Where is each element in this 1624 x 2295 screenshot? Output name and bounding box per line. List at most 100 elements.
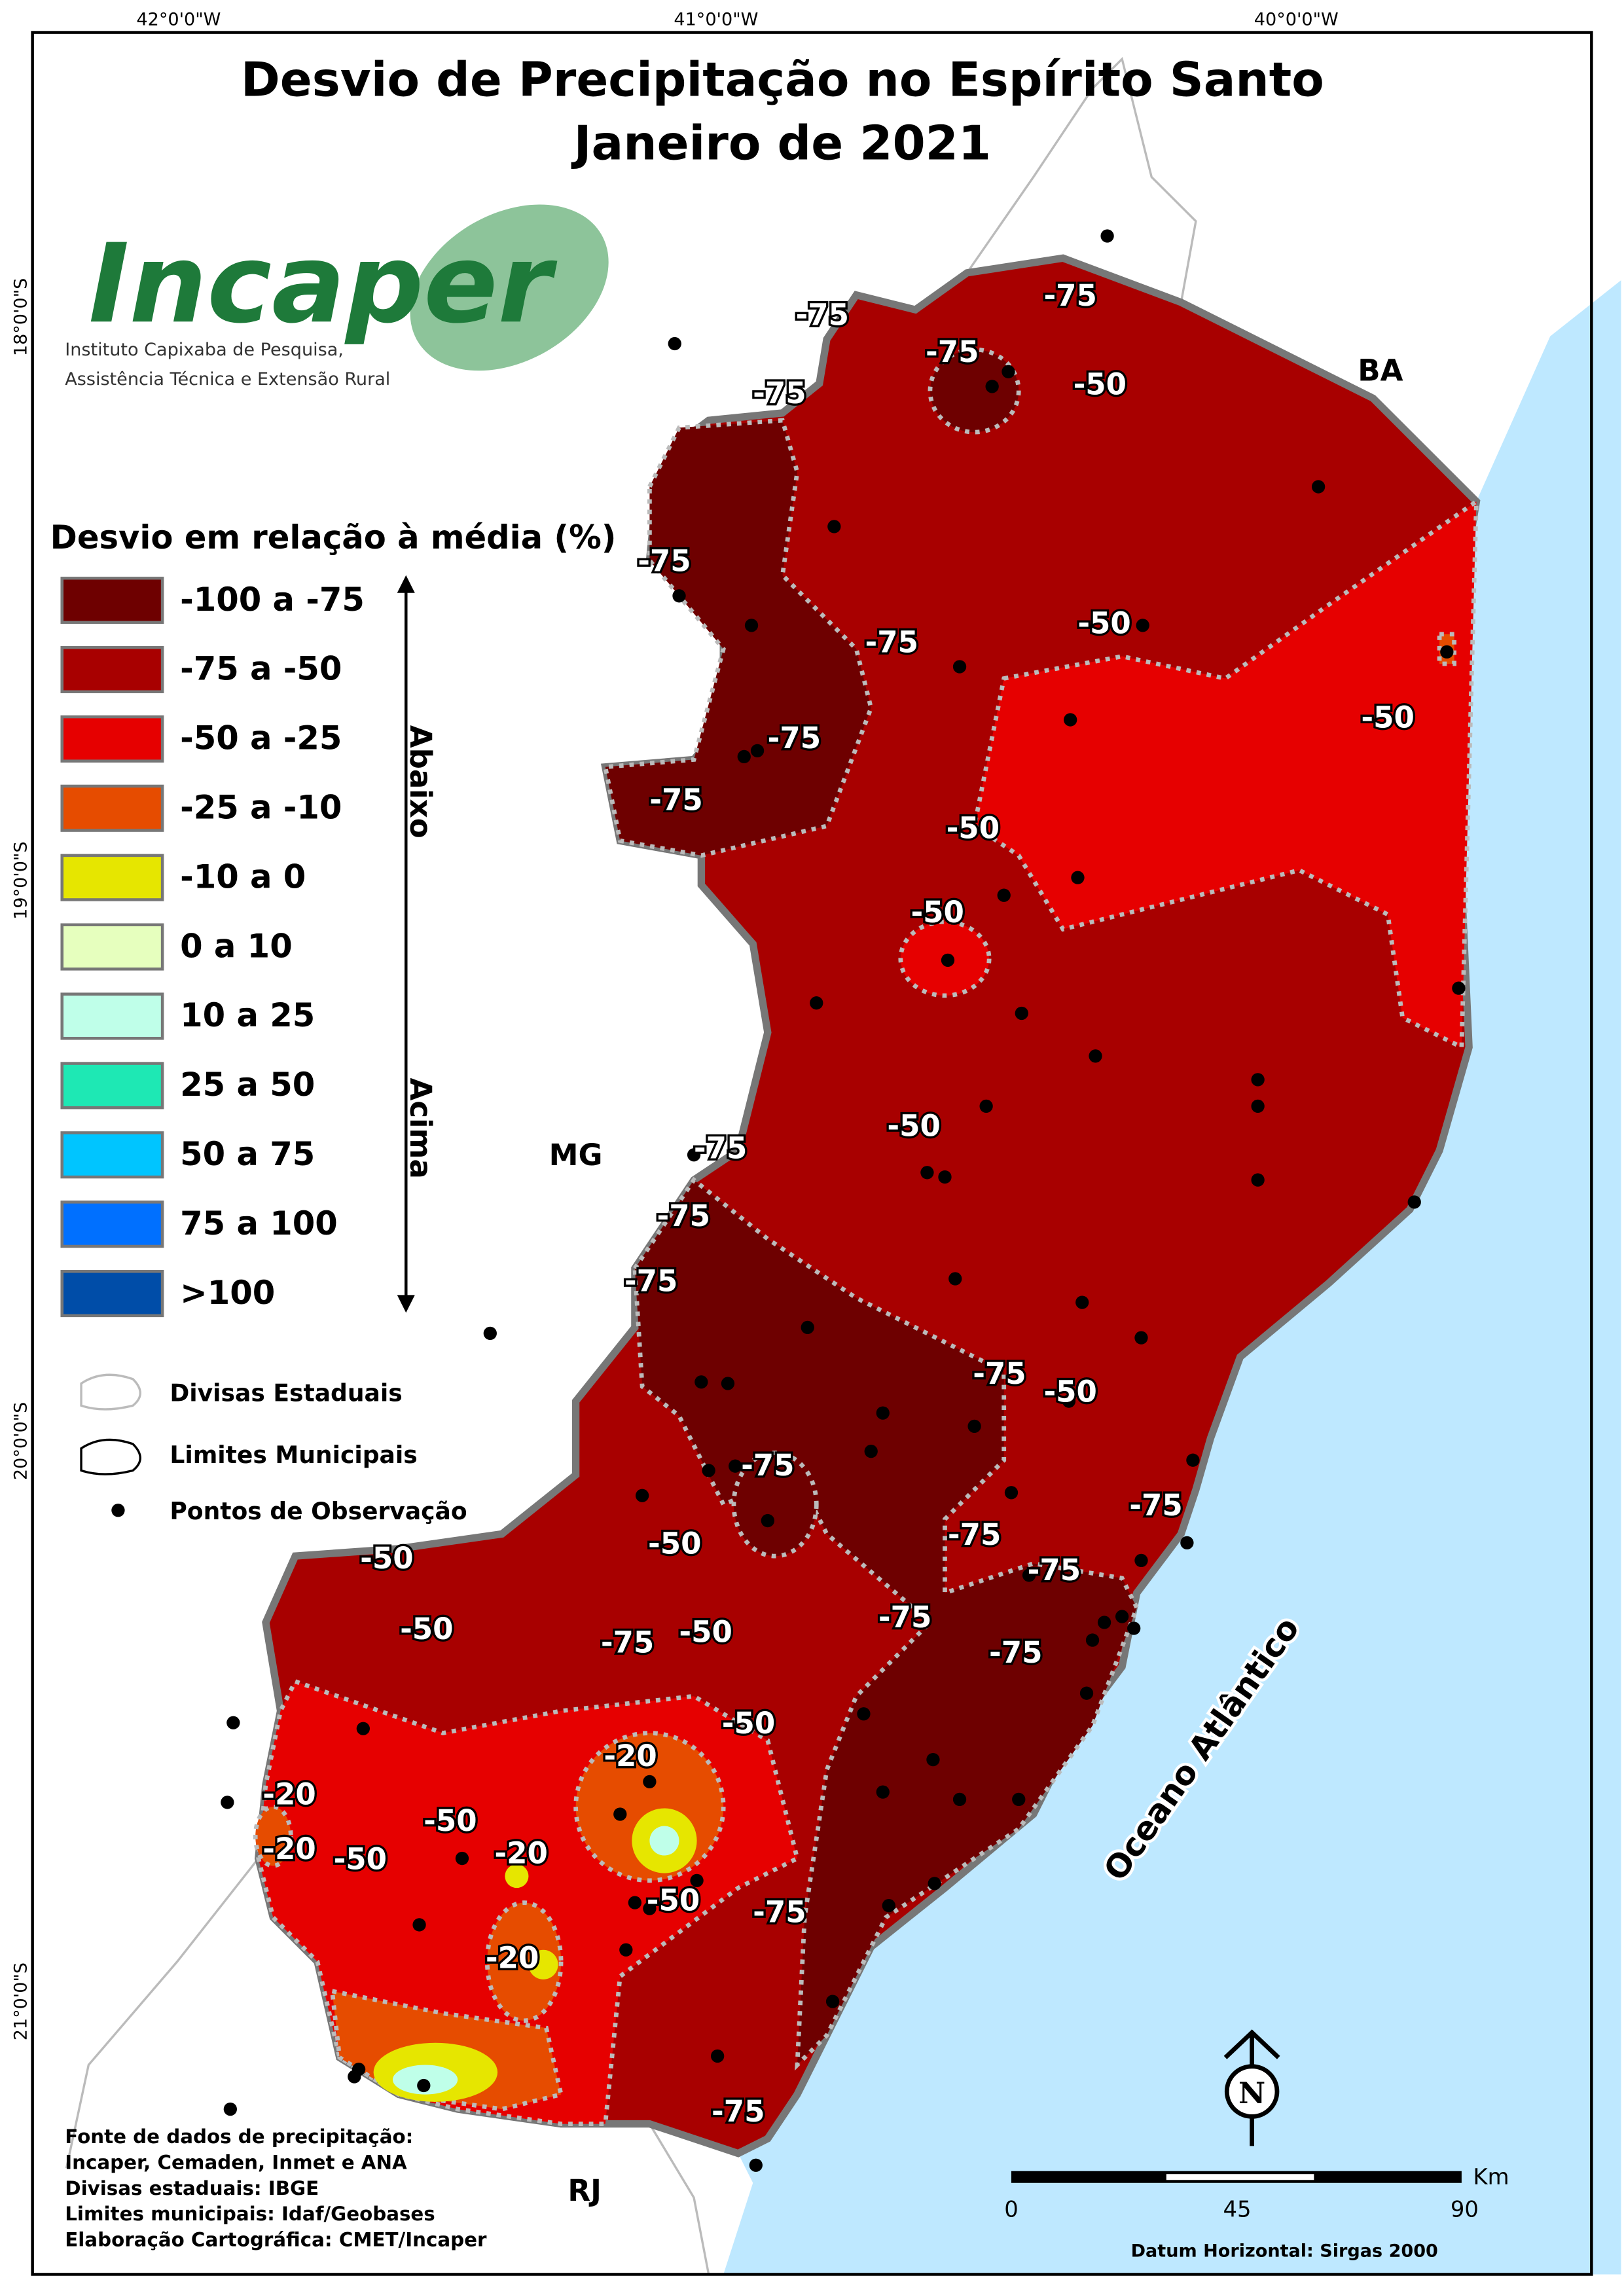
title: Desvio de Precipitação no Espírito Santo (241, 52, 1324, 107)
observation-point (221, 1796, 234, 1809)
observation-point (948, 1272, 962, 1286)
source-line: Elaboração Cartográfica: CMET/Incaper (65, 2229, 487, 2251)
contour-label: -75 (989, 1635, 1042, 1670)
legend-swatch (60, 923, 164, 971)
contour-label: -50 (679, 1615, 732, 1650)
observation-point (1064, 713, 1077, 727)
contour-label: -75 (712, 2094, 765, 2129)
observation-point (985, 380, 999, 393)
logo: Incaper Instituto Capixaba de Pesquisa, … (65, 204, 609, 389)
contour-label: -50 (334, 1842, 387, 1877)
observation-point (979, 1099, 993, 1113)
legend-swatch (60, 1131, 164, 1179)
logo-name: Incaper (88, 221, 557, 348)
observation-point (412, 1918, 426, 1932)
legend-swatch (60, 715, 164, 763)
observation-point (643, 1775, 657, 1789)
contour-label: -50 (648, 1526, 701, 1561)
legend-title: Desvio em relação à média (%) (50, 518, 617, 556)
observation-point (882, 1899, 895, 1913)
observation-point (761, 1513, 774, 1528)
legend-label: -75 a -50 (180, 650, 342, 688)
zone-fill (971, 497, 1479, 1051)
observation-point (1015, 1006, 1028, 1021)
legend-swatch (60, 577, 164, 624)
logo-subtitle: Instituto Capixaba de Pesquisa, (65, 340, 344, 360)
spot (528, 1949, 558, 1979)
legend-swatch (60, 854, 164, 901)
contour-label: -75 (1129, 1488, 1182, 1523)
observation-point (223, 2102, 238, 2116)
observation-point (1071, 871, 1085, 884)
source-line: Divisas estaduais: IBGE (65, 2177, 319, 2199)
legend-label: 10 a 25 (180, 996, 315, 1034)
observation-point (967, 1419, 981, 1433)
observation-point (226, 1716, 240, 1729)
contour-label: -50 (1043, 1374, 1096, 1409)
observation-point (455, 1851, 469, 1866)
legend-label: -25 a -10 (180, 789, 342, 827)
contour-label: -75 (1028, 1553, 1081, 1587)
observation-point (876, 1785, 890, 1799)
legend-label: >100 (180, 1274, 275, 1312)
contour-label: -50 (1077, 605, 1130, 640)
north-circle (1224, 2064, 1280, 2119)
contour-label: -75 (694, 1131, 747, 1166)
observation-point (1452, 981, 1466, 995)
datum: Datum Horizontal: Sirgas 2000 (1131, 2241, 1438, 2261)
observation-point (827, 520, 841, 533)
contour-label: -50 (1074, 367, 1127, 401)
symbol-label: Divisas Estaduais (170, 1380, 402, 1407)
scale-unit: Km (1473, 2164, 1509, 2190)
observation-point (1134, 1331, 1148, 1345)
observation-point (417, 2078, 431, 2093)
zone-fill (731, 1451, 819, 1559)
logo-subtitle: Assistência Técnica e Extensão Rural (65, 369, 390, 389)
coordinate-label: 19°0'0"S (11, 841, 31, 919)
observation-point (690, 1873, 704, 1887)
legend-swatch (60, 992, 164, 1040)
legend-label: 0 a 10 (180, 927, 293, 965)
observation-point (1089, 1049, 1102, 1063)
observation-point (1407, 1195, 1421, 1209)
contour-label: -50 (947, 811, 1000, 846)
contour-label: -75 (601, 1625, 654, 1659)
ocean (723, 280, 1621, 2275)
coordinate-label: 40°0'0"W (1254, 9, 1339, 29)
observation-point (1100, 229, 1114, 243)
contour-label: -75 (753, 376, 806, 410)
scale-bar (1011, 2171, 1462, 2183)
region-label: BA (1358, 353, 1403, 388)
coordinate-label: 20°0'0"S (11, 1402, 31, 1480)
legend-swatch (60, 1062, 164, 1110)
contour-label: -50 (1361, 700, 1414, 735)
observation-point (711, 2049, 725, 2063)
observation-point (687, 1148, 701, 1162)
contour-label: -50 (360, 1541, 413, 1576)
contour-label: -75 (624, 1263, 677, 1298)
contour-label: -75 (657, 1199, 710, 1233)
contour-label: -75 (865, 625, 918, 660)
legend-label: 50 a 75 (180, 1135, 315, 1173)
observation-point (938, 1170, 952, 1184)
contour-label: -75 (926, 334, 979, 369)
legend-label: -100 a -75 (180, 581, 365, 619)
contour-label: -75 (741, 1448, 794, 1483)
observation-point (1186, 1453, 1200, 1467)
symbol-municipal-border (80, 1438, 141, 1475)
observation-point (635, 1489, 649, 1502)
observation-point (1127, 1621, 1141, 1635)
state-border (65, 1858, 260, 2169)
contour-label: -75 (1043, 278, 1096, 313)
scale-tick-label: 45 (1223, 2197, 1252, 2222)
contour-label: -75 (948, 1517, 1001, 1552)
observation-point (613, 1807, 627, 1821)
symbol-label: Limites Municipais (170, 1441, 417, 1469)
observation-point (1251, 1173, 1265, 1187)
legend-label: -50 a -25 (180, 719, 342, 757)
observation-point (1251, 1099, 1265, 1113)
source-line: Limites municipais: Idaf/Geobases (65, 2203, 435, 2225)
zone-fill (602, 418, 874, 858)
source-line: Incaper, Cemaden, Inmet e ANA (65, 2151, 407, 2173)
